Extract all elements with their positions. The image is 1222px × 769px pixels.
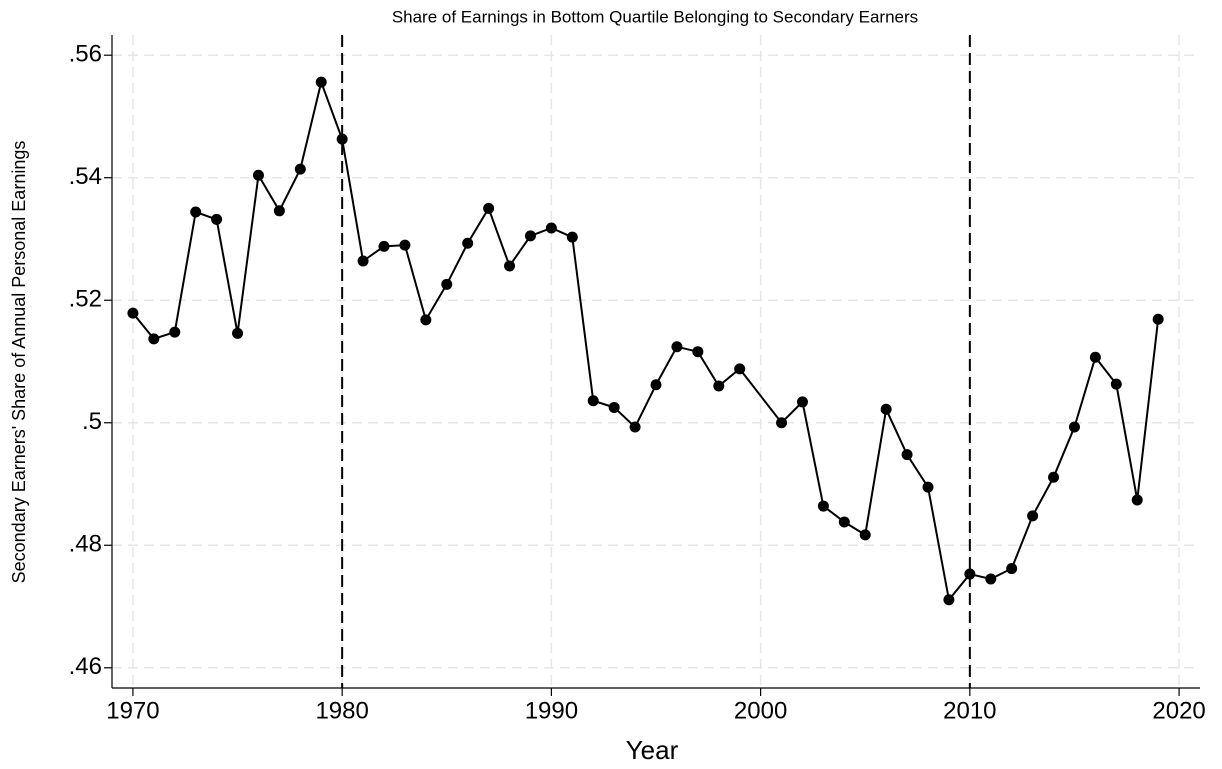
data-point (587, 395, 599, 407)
data-point (378, 240, 390, 252)
data-point (964, 568, 976, 580)
data-point (629, 421, 641, 433)
chart-title: Share of Earnings in Bottom Quartile Bel… (392, 7, 918, 26)
data-point (127, 307, 139, 319)
x-tick-label: 2020 (1152, 697, 1205, 724)
data-point (169, 326, 181, 338)
data-point (252, 169, 264, 181)
data-point (357, 255, 369, 267)
data-point (462, 237, 474, 249)
data-point (545, 222, 557, 234)
data-point (608, 401, 620, 413)
data-point (943, 594, 955, 606)
data-point (1089, 351, 1101, 363)
data-point (315, 76, 327, 88)
data-point (817, 500, 829, 512)
y-tick-label: .5 (82, 408, 102, 435)
data-point (483, 202, 495, 214)
y-tick-label: .48 (69, 531, 102, 558)
data-point (859, 529, 871, 541)
data-point (796, 396, 808, 408)
y-tick-label: .52 (69, 286, 102, 313)
data-point (1068, 421, 1080, 433)
data-point (1048, 471, 1060, 483)
data-point (838, 516, 850, 528)
y-tick-label: .56 (69, 41, 102, 68)
data-point (566, 231, 578, 243)
data-point (232, 327, 244, 339)
data-point (1131, 494, 1143, 506)
data-point (211, 213, 223, 225)
data-point (336, 133, 348, 145)
data-point (294, 163, 306, 175)
data-point (671, 341, 683, 353)
data-point (734, 363, 746, 375)
data-point (399, 239, 411, 251)
x-tick-label: 2000 (734, 697, 787, 724)
y-tick-label: .46 (69, 653, 102, 680)
x-tick-label: 1990 (525, 697, 578, 724)
x-tick-label: 2010 (943, 697, 996, 724)
data-point (922, 481, 934, 493)
data-point (713, 380, 725, 392)
data-point (1152, 313, 1164, 325)
data-point (148, 333, 160, 345)
data-point (692, 346, 704, 358)
x-axis-label: Year (626, 735, 679, 765)
data-point (420, 314, 432, 326)
data-point (524, 230, 536, 242)
data-point (441, 278, 453, 290)
data-point (1110, 378, 1122, 390)
y-axis-label: Secondary Earners' Share of Annual Perso… (9, 141, 29, 584)
series-line (132, 78, 1160, 603)
data-point (650, 379, 662, 391)
x-tick-label: 1970 (106, 697, 159, 724)
data-point (901, 449, 913, 461)
data-point (273, 205, 285, 217)
data-point (504, 260, 516, 272)
data-point (190, 206, 202, 218)
x-tick-label: 1980 (315, 697, 368, 724)
data-point (880, 403, 892, 415)
data-point (985, 573, 997, 585)
y-tick-label: .54 (69, 163, 102, 190)
data-point (1027, 510, 1039, 522)
data-point (1006, 563, 1018, 575)
data-point (776, 417, 788, 429)
